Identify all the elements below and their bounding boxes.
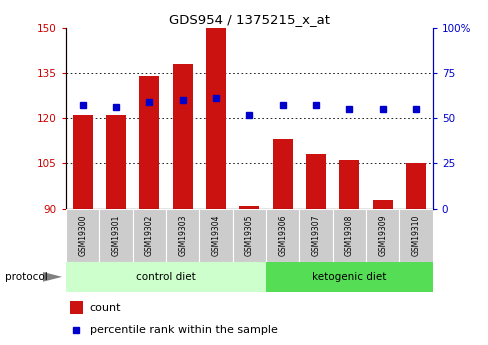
Bar bbox=[99, 209, 132, 262]
Text: protocol: protocol bbox=[5, 272, 47, 282]
Bar bbox=[265, 209, 299, 262]
Bar bbox=[339, 160, 359, 209]
Polygon shape bbox=[42, 272, 62, 282]
Bar bbox=[239, 206, 259, 209]
Bar bbox=[172, 64, 192, 209]
Text: count: count bbox=[90, 303, 121, 313]
Text: GSM19306: GSM19306 bbox=[278, 215, 286, 256]
Bar bbox=[372, 200, 392, 209]
Bar bbox=[205, 28, 225, 209]
Title: GDS954 / 1375215_x_at: GDS954 / 1375215_x_at bbox=[168, 13, 329, 27]
Text: GSM19300: GSM19300 bbox=[78, 215, 87, 256]
Bar bbox=[305, 155, 325, 209]
Bar bbox=[106, 115, 126, 209]
Bar bbox=[272, 139, 292, 209]
Text: GSM19309: GSM19309 bbox=[378, 215, 386, 256]
Bar bbox=[132, 209, 166, 262]
Text: ketogenic diet: ketogenic diet bbox=[311, 272, 386, 282]
Bar bbox=[73, 115, 93, 209]
Bar bbox=[332, 209, 366, 262]
Bar bbox=[70, 301, 82, 314]
Bar bbox=[66, 262, 265, 292]
Bar bbox=[265, 262, 432, 292]
Text: GSM19305: GSM19305 bbox=[244, 215, 253, 256]
Text: GSM19308: GSM19308 bbox=[344, 215, 353, 256]
Text: GSM19304: GSM19304 bbox=[211, 215, 220, 256]
Bar bbox=[139, 76, 159, 209]
Text: GSM19310: GSM19310 bbox=[411, 215, 420, 256]
Text: GSM19303: GSM19303 bbox=[178, 215, 187, 256]
Text: GSM19307: GSM19307 bbox=[311, 215, 320, 256]
Bar bbox=[66, 209, 99, 262]
Bar bbox=[299, 209, 332, 262]
Bar bbox=[405, 164, 425, 209]
Text: percentile rank within the sample: percentile rank within the sample bbox=[90, 325, 277, 335]
Bar bbox=[366, 209, 399, 262]
Bar bbox=[399, 209, 432, 262]
Text: GSM19302: GSM19302 bbox=[144, 215, 154, 256]
Bar bbox=[199, 209, 232, 262]
Text: control diet: control diet bbox=[136, 272, 196, 282]
Bar bbox=[166, 209, 199, 262]
Bar bbox=[232, 209, 265, 262]
Text: GSM19301: GSM19301 bbox=[111, 215, 120, 256]
